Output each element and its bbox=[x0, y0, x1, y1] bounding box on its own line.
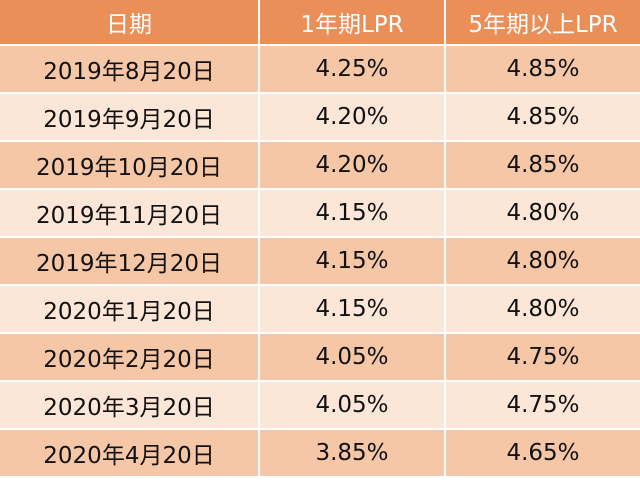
table-row: 2019年10月20日 4.20% 4.85% bbox=[0, 142, 640, 190]
date-cell: 2020年1月20日 bbox=[0, 286, 260, 332]
lpr-1y-cell: 4.15% bbox=[260, 238, 446, 284]
date-cell: 2020年3月20日 bbox=[0, 382, 260, 428]
table-row: 2020年3月20日 4.05% 4.75% bbox=[0, 382, 640, 430]
lpr-5y-cell: 4.65% bbox=[506, 440, 580, 466]
lpr-5y-cell: 4.85% bbox=[506, 56, 580, 82]
table-row: 2020年2月20日 4.05% 4.75% bbox=[0, 334, 640, 382]
table-row: 2019年12月20日 4.15% 4.80% bbox=[0, 238, 640, 286]
lpr-1y-cell: 4.20% bbox=[260, 94, 446, 140]
lpr-1y-cell: 4.05% bbox=[260, 334, 446, 380]
date-cell: 2019年12月20日 bbox=[0, 238, 260, 284]
lpr-1y-cell: 4.15% bbox=[260, 286, 446, 332]
date-cell: 2019年11月20日 bbox=[0, 190, 260, 236]
lpr-5y-cell: 4.85% bbox=[506, 152, 580, 178]
lpr-1y-cell: 4.15% bbox=[260, 190, 446, 236]
table-row: 2019年8月20日 4.25% 4.85% bbox=[0, 46, 640, 94]
table-header-row: 日期 1年期LPR 5年期以上LPR bbox=[0, 0, 640, 46]
date-cell: 2019年8月20日 bbox=[0, 46, 260, 92]
lpr-1y-cell: 4.20% bbox=[260, 142, 446, 188]
header-5y-lpr: 5年期以上LPR bbox=[468, 12, 618, 38]
table-row: 2020年1月20日 4.15% 4.80% bbox=[0, 286, 640, 334]
lpr-5y-cell: 4.80% bbox=[506, 248, 580, 274]
header-date: 日期 bbox=[0, 0, 260, 44]
lpr-1y-cell: 4.25% bbox=[260, 46, 446, 92]
table-row: 2019年11月20日 4.15% 4.80% bbox=[0, 190, 640, 238]
lpr-1y-cell: 4.05% bbox=[260, 382, 446, 428]
date-cell: 2020年2月20日 bbox=[0, 334, 260, 380]
header-1y-lpr: 1年期LPR bbox=[260, 0, 446, 44]
date-cell: 2019年9月20日 bbox=[0, 94, 260, 140]
lpr-1y-cell: 3.85% bbox=[260, 430, 446, 476]
date-cell: 2019年10月20日 bbox=[0, 142, 260, 188]
date-cell: 2020年4月20日 bbox=[0, 430, 260, 476]
table-row: 2020年4月20日 3.85% 4.65% bbox=[0, 430, 640, 478]
lpr-5y-cell: 4.85% bbox=[506, 104, 580, 130]
lpr-5y-cell: 4.80% bbox=[506, 200, 580, 226]
lpr-5y-cell: 4.75% bbox=[506, 392, 580, 418]
lpr-5y-cell: 4.75% bbox=[506, 344, 580, 370]
lpr-5y-cell: 4.80% bbox=[506, 296, 580, 322]
table-row: 2019年9月20日 4.20% 4.85% bbox=[0, 94, 640, 142]
